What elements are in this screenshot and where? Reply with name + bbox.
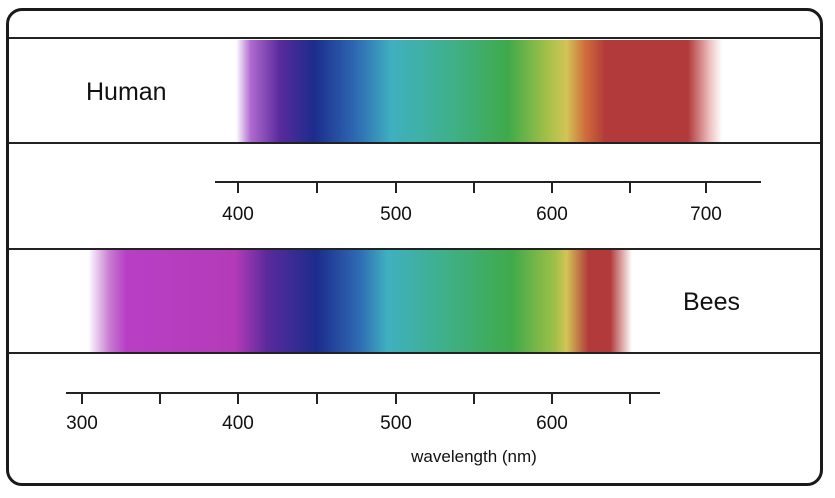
bees-tick-label-500: 500	[380, 413, 412, 434]
bees-label: Bees	[683, 288, 740, 316]
bees-visible-spectrum-band	[88, 250, 632, 352]
bees-wavelength-axis: 300 400 500 600	[66, 392, 660, 434]
human-tick-label-500: 500	[380, 204, 412, 225]
bees-tick-label-300: 300	[66, 413, 98, 434]
bees-tick-label-400: 400	[222, 413, 254, 434]
bees-section: Bees 300 400 500 600 wavelength (nm)	[9, 248, 820, 466]
human-tick-label-700: 700	[690, 204, 722, 225]
human-wavelength-axis: 400 500 600 700	[215, 181, 761, 225]
human-section: Human 400 500 600 700	[9, 37, 820, 225]
human-tick-label-400: 400	[222, 204, 254, 225]
human-visible-spectrum-band	[236, 40, 722, 142]
human-label: Human	[86, 78, 167, 106]
wavelength-axis-label: wavelength (nm)	[410, 447, 537, 466]
bees-tick-label-600: 600	[536, 413, 568, 434]
human-tick-label-600: 600	[536, 204, 568, 225]
